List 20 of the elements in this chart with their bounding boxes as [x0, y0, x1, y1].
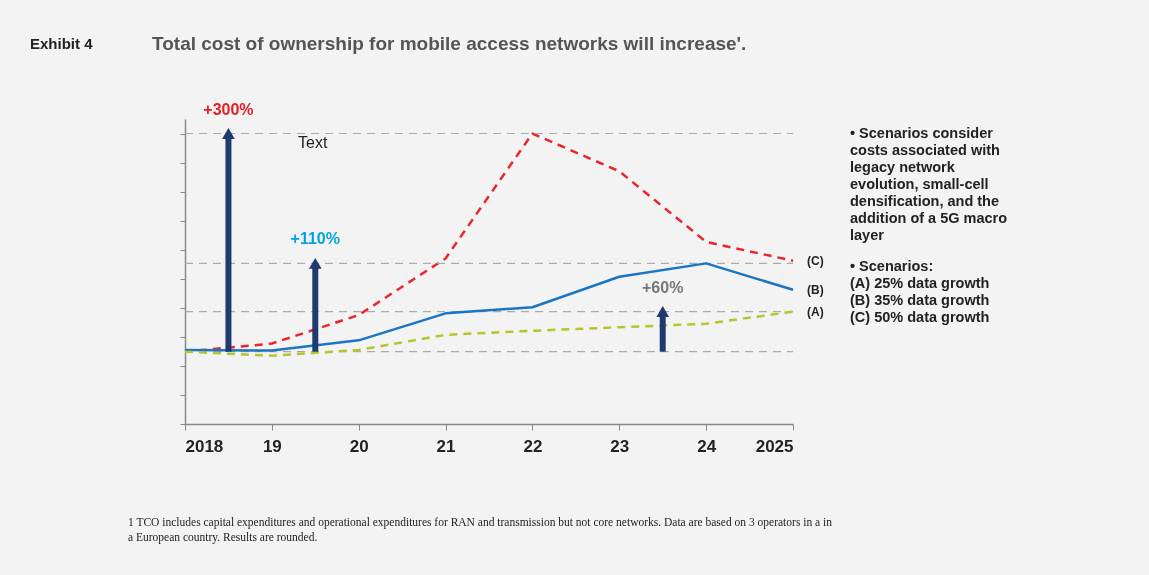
- chart-title: Total cost of ownership for mobile access networks will increase'.: [152, 33, 747, 54]
- series-label: (A): [807, 304, 824, 319]
- x-tick-label: 24: [697, 436, 717, 456]
- text: 1 TCO includes capital expenditures and operational expenditures for RAN and transmission but not core networks. Data are based on 3 operators in a in a European country. Results are rounded.: [128, 516, 833, 544]
- text: • Scenarios: (A) 25% data growth (B) 35% data growth (C) 50% data growth: [850, 258, 990, 325]
- series-label: (C): [807, 253, 824, 268]
- x-tick-label: 22: [523, 436, 543, 456]
- x-tick-label: 23: [610, 436, 630, 456]
- annotation: +300%: [203, 100, 254, 118]
- annotation: +110%: [290, 230, 340, 248]
- x-tick-label: 20: [349, 436, 369, 456]
- x-tick-label: 2018: [185, 436, 224, 456]
- x-tick-label: 2025: [755, 436, 794, 456]
- x-tick-label: 19: [262, 436, 282, 456]
- annotation: +60%: [642, 278, 684, 296]
- text: • Scenarios consider costs associated with legacy network evolution, small-cell densification, and the addition of a 5G macro layer: [850, 125, 1008, 243]
- x-tick-label: 21: [436, 436, 456, 456]
- series-label: (B): [807, 282, 824, 297]
- annotation: Text: [298, 134, 328, 151]
- text: Exhibit 4: [30, 35, 94, 52]
